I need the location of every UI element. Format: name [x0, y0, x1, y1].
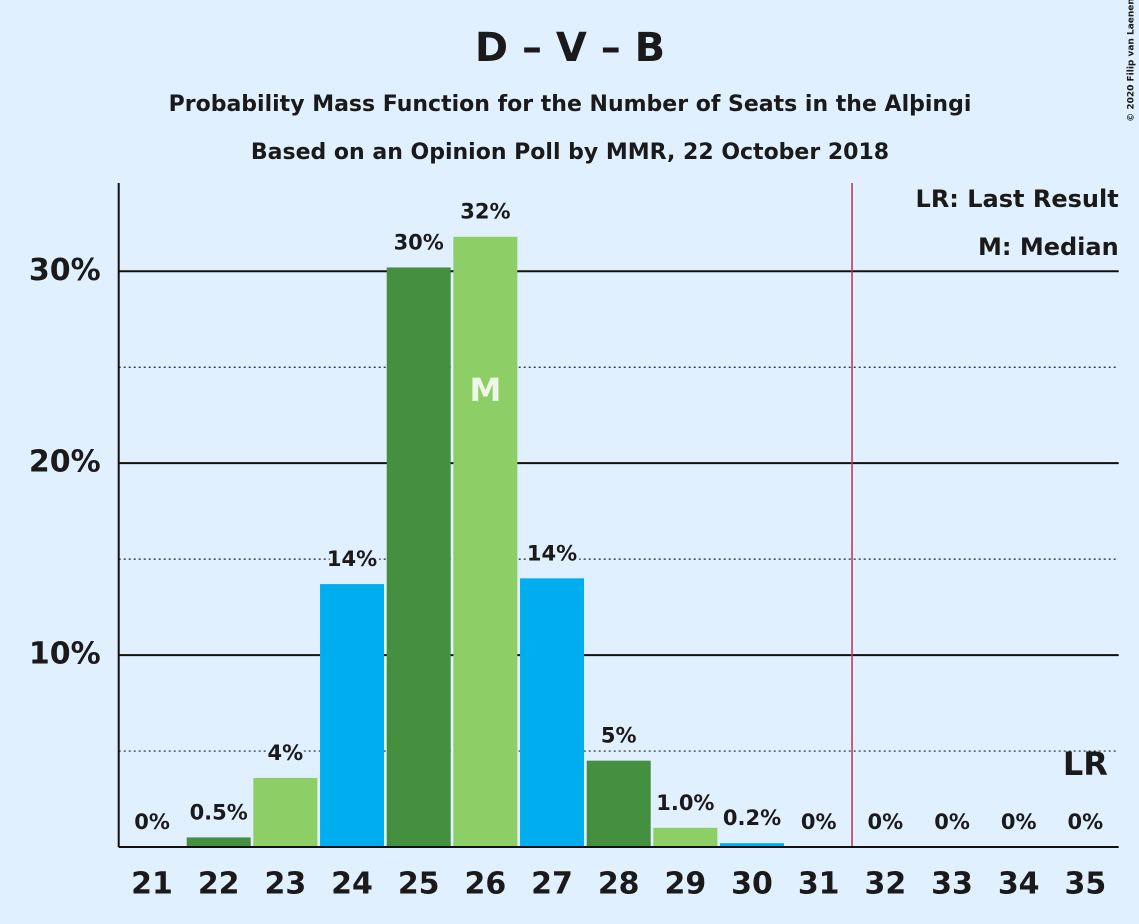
x-tick-label: 28	[598, 867, 640, 902]
value-label: 14%	[527, 541, 577, 565]
x-tick-label: 30	[731, 867, 773, 902]
x-tick-label: 24	[331, 867, 373, 902]
x-tick-label: 23	[264, 867, 306, 902]
legend-entry: LR: Last Result	[916, 185, 1119, 213]
value-label: 5%	[601, 724, 637, 748]
x-tick-label: 29	[664, 867, 706, 902]
value-label: 30%	[394, 230, 444, 254]
value-label: 32%	[460, 200, 510, 224]
x-tick-label: 32	[864, 867, 906, 902]
bar	[720, 843, 785, 847]
value-label: 0%	[801, 810, 837, 834]
value-label: 0.5%	[190, 800, 248, 824]
chart-subtitle: Probability Mass Function for the Number…	[169, 92, 972, 117]
value-label: 4%	[268, 741, 304, 765]
x-tick-label: 22	[198, 867, 240, 902]
x-tick-label: 34	[998, 867, 1040, 902]
chart-title: D – V – B	[475, 25, 665, 71]
bar	[586, 760, 651, 847]
bar	[453, 236, 518, 847]
x-tick-label: 21	[131, 867, 173, 902]
x-tick-label: 31	[798, 867, 840, 902]
legend-entry: M: Median	[978, 233, 1119, 261]
value-label: 1.0%	[656, 791, 714, 815]
value-label: 0%	[134, 810, 170, 834]
value-label: 0.2%	[723, 806, 781, 830]
bar	[320, 584, 385, 847]
bar	[386, 267, 451, 847]
bar	[653, 827, 718, 847]
bar	[186, 837, 251, 847]
value-label: 0%	[934, 810, 970, 834]
y-tick-label: 30%	[29, 253, 101, 288]
y-tick-label: 20%	[29, 445, 101, 480]
x-tick-label: 33	[931, 867, 973, 902]
bar	[520, 578, 585, 847]
chart-subtitle: Based on an Opinion Poll by MMR, 22 Octo…	[251, 140, 889, 165]
y-tick-label: 10%	[29, 637, 101, 672]
value-label: 0%	[868, 810, 904, 834]
value-label: 0%	[1068, 810, 1104, 834]
bar	[253, 777, 318, 847]
value-label: 14%	[327, 547, 377, 571]
last-result-marker: LR	[1063, 745, 1108, 783]
x-tick-label: 26	[464, 867, 506, 902]
copyright: © 2020 Filip van Laenen	[1127, 0, 1137, 122]
median-marker: M	[469, 371, 501, 409]
x-tick-label: 35	[1064, 867, 1106, 902]
x-tick-label: 25	[398, 867, 440, 902]
x-tick-label: 27	[531, 867, 573, 902]
value-label: 0%	[1001, 810, 1037, 834]
